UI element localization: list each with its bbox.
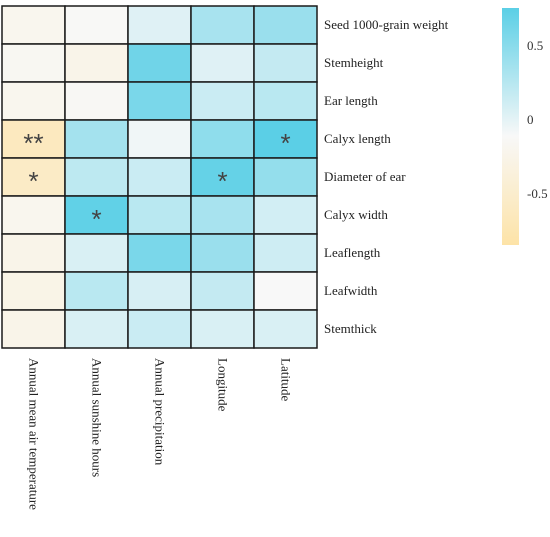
heatmap-cell — [127, 195, 192, 235]
row-label: Stemthick — [324, 321, 377, 336]
row-label: Seed 1000-grain weight — [324, 17, 449, 32]
heatmap-cell — [190, 5, 255, 45]
row-labels: Seed 1000-grain weight Stemheight Ear leng… — [324, 17, 449, 336]
heatmap-cells — [1, 5, 318, 349]
heatmap-cell — [253, 195, 318, 235]
heatmap-cell — [253, 157, 318, 197]
row-label: Stemheight — [324, 55, 384, 70]
heatmap-cell — [127, 81, 192, 121]
heatmap-cell — [127, 43, 192, 83]
colorbar-tick-label: 0 — [527, 112, 534, 127]
heatmap-cell — [127, 157, 192, 197]
heatmap-cell — [1, 195, 66, 235]
heatmap-cell — [127, 119, 192, 159]
heatmap-cell — [64, 157, 129, 197]
heatmap-cell — [1, 271, 66, 311]
heatmap-cell — [64, 309, 129, 349]
heatmap-cell — [253, 309, 318, 349]
heatmap-cell — [64, 271, 129, 311]
colorbar-gradient — [502, 8, 519, 245]
heatmap-cell — [253, 81, 318, 121]
heatmap-cell — [190, 271, 255, 311]
heatmap-cell — [190, 233, 255, 273]
row-label: Diameter of ear — [324, 169, 406, 184]
heatmap-cell — [253, 5, 318, 45]
significance-marker: ** — [23, 128, 43, 158]
heatmap-cell — [64, 81, 129, 121]
heatmap-cell — [1, 5, 66, 45]
row-label: Leaflength — [324, 245, 381, 260]
heatmap-cell — [1, 233, 66, 273]
heatmap-cell — [64, 233, 129, 273]
significance-markers: ** ** ** — [23, 128, 290, 234]
heatmap-cell — [127, 309, 192, 349]
heatmap-cell — [127, 5, 192, 45]
heatmap-cell — [190, 119, 255, 159]
column-labels: Annual mean air temperature Annual sunshi… — [27, 358, 294, 510]
colorbar: 0.5 0 -0.5 — [502, 8, 548, 245]
column-label: Annual sunshine hours — [90, 358, 105, 477]
column-label: Latitude — [279, 358, 294, 402]
heatmap-cell — [1, 81, 66, 121]
colorbar-tick-label: -0.5 — [527, 186, 548, 201]
heatmap-cell — [1, 43, 66, 83]
heatmap-cell — [253, 43, 318, 83]
heatmap-cell — [190, 309, 255, 349]
heatmap-cell — [1, 309, 66, 349]
column-label: Longitude — [216, 358, 231, 412]
heatmap-cell — [190, 81, 255, 121]
heatmap-cell — [64, 43, 129, 83]
heatmap-cell — [127, 233, 192, 273]
heatmap-cell — [64, 119, 129, 159]
significance-marker: * — [217, 166, 227, 196]
heatmap-cell — [253, 119, 318, 159]
significance-marker: * — [280, 128, 290, 158]
column-label: Annual mean air temperature — [27, 358, 42, 510]
heatmap-cell — [1, 119, 66, 159]
row-label: Leafwidth — [324, 283, 378, 298]
heatmap-cell — [253, 271, 318, 311]
heatmap-cell — [127, 271, 192, 311]
row-label: Ear length — [324, 93, 378, 108]
significance-marker: * — [91, 204, 101, 234]
row-label: Calyx width — [324, 207, 388, 222]
row-label: Calyx length — [324, 131, 391, 146]
colorbar-tick-label: 0.5 — [527, 38, 543, 53]
heatmap-cell — [190, 43, 255, 83]
significance-marker: * — [28, 166, 38, 196]
column-label: Annual precipitation — [153, 358, 168, 466]
heatmap-cell — [64, 5, 129, 45]
heatmap-cell — [190, 195, 255, 235]
heatmap-cell — [253, 233, 318, 273]
